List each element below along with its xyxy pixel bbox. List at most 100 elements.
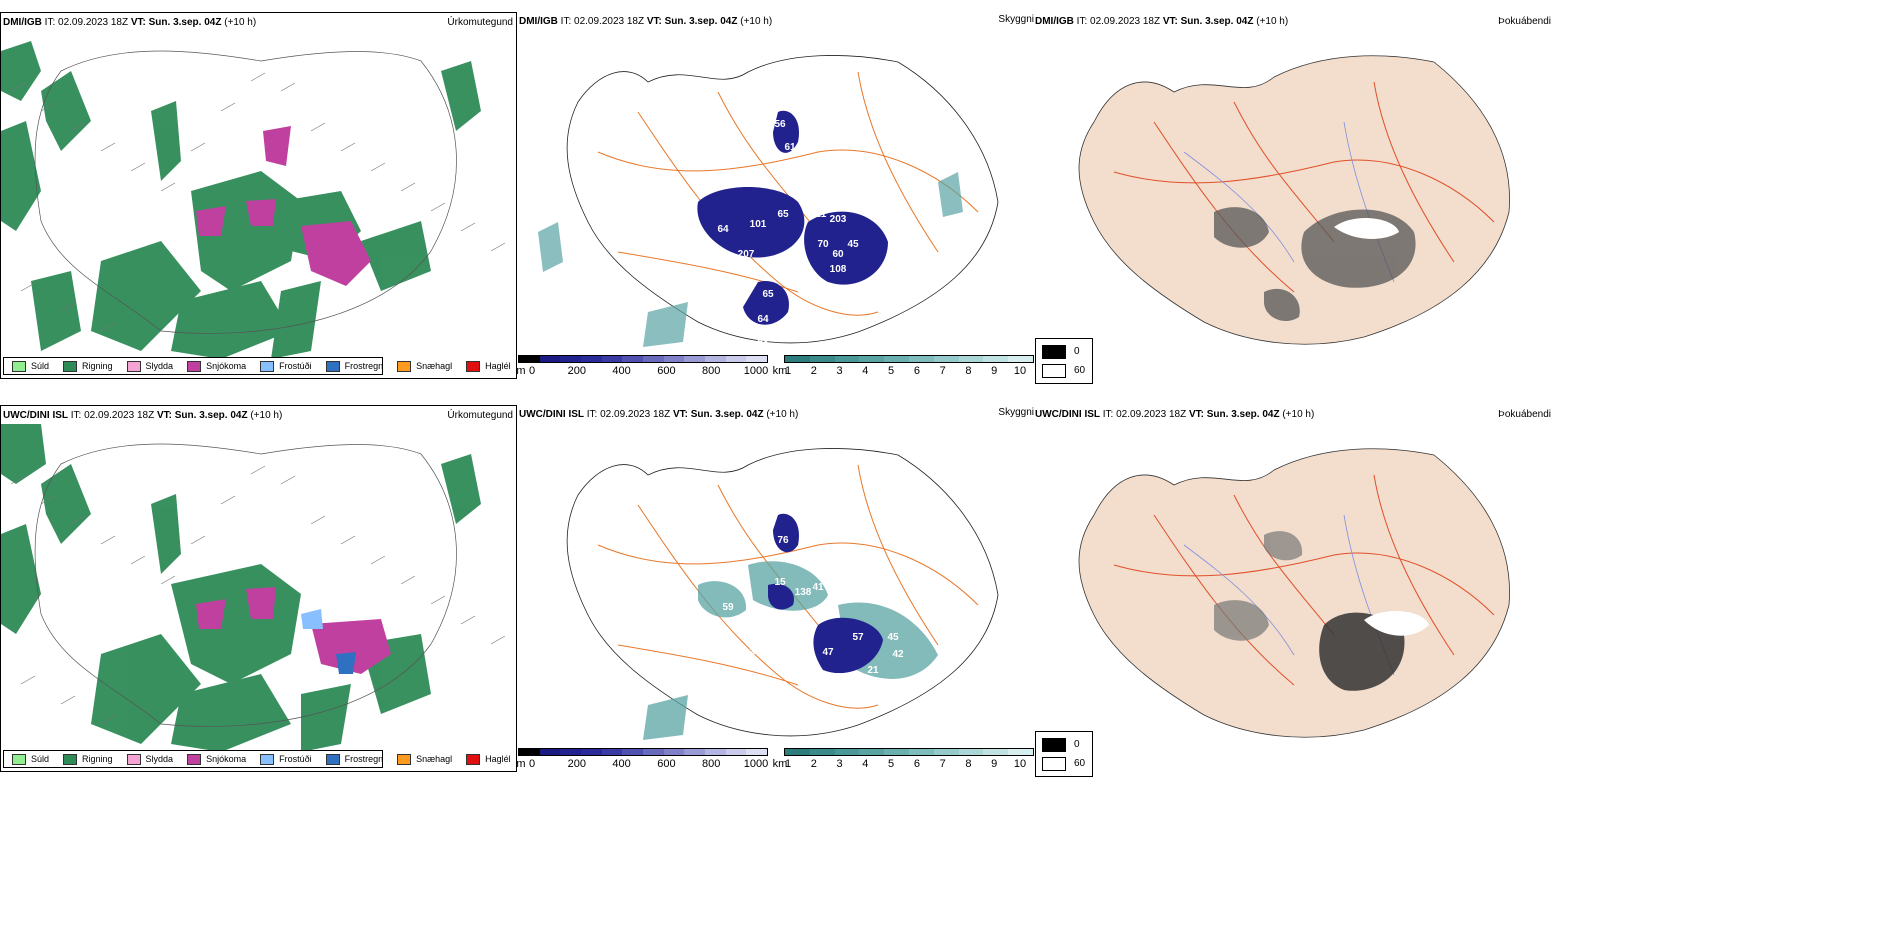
panel-header: DMI/IGB IT: 02.09.2023 18Z VT: Sun. 3.se… <box>519 16 773 27</box>
precip-legend: Súld Rigning Slydda Snjókoma Frostúði Fr… <box>3 750 511 768</box>
fog-legend-2: 0 60 <box>1035 731 1093 777</box>
colorbar-tick: 3 <box>836 365 843 377</box>
visibility-value-label: 60 <box>832 249 844 260</box>
visibility-value-label: 36 <box>757 334 769 345</box>
panel-title: Skyggni <box>998 14 1034 25</box>
colorbar-tick: 7 <box>939 365 946 377</box>
precip-map <box>1 41 506 359</box>
colorbar-tick: 6 <box>913 758 920 770</box>
visibility-value-label: 15 <box>774 577 786 588</box>
legend-item-slydda: Slydda <box>126 360 173 372</box>
visibility-value-label: 47 <box>727 617 739 628</box>
panel-header: DMI/IGB IT: 02.09.2023 18Z VT: Sun. 3.se… <box>1035 16 1289 27</box>
colorbar-tick: 1 <box>784 365 792 377</box>
precip-type-panel-2: UWC/DINI ISL IT: 02.09.2023 18Z VT: Sun.… <box>0 405 517 772</box>
legend-item-frostregn: Frostregn <box>325 360 383 372</box>
visibility-value-label: 56 <box>774 119 786 130</box>
visibility-value-label: 121 <box>810 209 827 220</box>
colorbar-tick: 9 <box>991 758 998 770</box>
precip-type-panel-1: DMI/IGB IT: 02.09.2023 18Z VT: Sun. 3.se… <box>0 12 517 379</box>
visibility-value-label: 87 <box>827 595 839 606</box>
visibility-value-label: 44 <box>770 707 782 718</box>
colorbar-m-2 <box>518 748 768 756</box>
legend-item-rigning: Rigning <box>63 360 113 372</box>
visibility-value-label: 65 <box>777 209 789 220</box>
panel-title: Þokuábendi <box>1498 409 1551 420</box>
colorbar-tick: 200 <box>567 365 586 377</box>
visibility-value-label: 45 <box>847 239 859 250</box>
visibility-value-label: 101 <box>750 219 767 230</box>
visibility-value-label: 82 <box>830 672 842 683</box>
visibility-value-label: 97 <box>922 214 934 225</box>
colorbar-tick: 4 <box>862 365 869 377</box>
visibility-value-label: 47 <box>822 647 834 658</box>
colorbar-tick: 1000 <box>743 365 769 377</box>
colorbar-m-1 <box>518 355 768 363</box>
visibility-value-label: 207 <box>738 249 755 260</box>
panel-title: Úrkomutegund <box>447 17 513 28</box>
colorbar-tick: 1000 <box>743 758 769 770</box>
colorbar-tick: 800 <box>702 758 721 770</box>
visibility-value-label: 41 <box>812 582 824 593</box>
panel-title: Skyggni <box>998 407 1034 418</box>
fog-panel-2: UWC/DINI ISL IT: 02.09.2023 18Z VT: Sun.… <box>1034 405 1554 777</box>
visibility-value-label: 59 <box>722 602 734 613</box>
legend-item-frostudi: Frostúði <box>260 753 312 765</box>
colorbar-tick: 0 <box>528 758 536 770</box>
precip-map <box>1 424 506 752</box>
visibility-value-label: 31 <box>872 284 884 295</box>
panel-header: UWC/DINI ISL IT: 02.09.2023 18Z VT: Sun.… <box>1035 409 1315 420</box>
colorbar-tick: 8 <box>965 758 972 770</box>
visibility-value-label: 21 <box>867 665 879 676</box>
legend-item-haglel: Haglél <box>466 753 511 765</box>
visibility-value-label: 64 <box>757 314 769 325</box>
colorbar-tick: 600 <box>657 365 676 377</box>
colorbar-tick: 4 <box>862 758 869 770</box>
legend-item-snjokoma: Snjókoma <box>187 360 246 372</box>
visibility-value-label: 45 <box>887 632 899 643</box>
colorbar-tick: 400 <box>612 365 631 377</box>
visibility-value-label: 57 <box>852 632 864 643</box>
colorbar-tick: 5 <box>888 365 895 377</box>
visibility-value-label: 30 <box>747 702 759 713</box>
colorbar-tick: 8 <box>965 365 972 377</box>
colorbar-tick: 600 <box>657 758 676 770</box>
colorbar-tick: 1 <box>784 758 792 770</box>
visibility-panel-1: DMI/IGB IT: 02.09.2023 18Z VT: Sun. 3.se… <box>516 14 1034 377</box>
colorbar-tick: 9 <box>991 365 998 377</box>
legend-item-frostregn: Frostregn <box>325 753 383 765</box>
colorbar-tick: 5 <box>888 758 895 770</box>
colorbar-tick: 800 <box>702 365 721 377</box>
visibility-panel-2: UWC/DINI ISL IT: 02.09.2023 18Z VT: Sun.… <box>516 407 1034 770</box>
visibility-value-label: 65 <box>762 289 774 300</box>
legend-item-slydda: Slydda <box>126 753 173 765</box>
precip-legend: Súld Rigning Slydda Snjókoma Frostúði Fr… <box>3 357 511 375</box>
visibility-value-label: 302 <box>750 647 767 658</box>
visibility-value-label: 138 <box>795 587 812 598</box>
visibility-value-label: 76 <box>777 535 789 546</box>
legend-item-snaehagl: Snæhagl <box>397 753 452 765</box>
visibility-value-label: 64 <box>717 224 729 235</box>
visibility-value-label: 108 <box>830 264 847 275</box>
fog-map <box>1078 55 1510 345</box>
legend-item-snaehagl: Snæhagl <box>397 360 452 372</box>
panel-title: Þokuábendi <box>1498 16 1551 27</box>
fog-panel-1: DMI/IGB IT: 02.09.2023 18Z VT: Sun. 3.se… <box>1034 12 1554 384</box>
colorbar-tick: 10 <box>1013 758 1027 770</box>
colorbar-tick: 0 <box>528 365 536 377</box>
panel-header: UWC/DINI ISL IT: 02.09.2023 18Z VT: Sun.… <box>519 409 799 420</box>
legend-item-frostudi: Frostúði <box>260 360 312 372</box>
colorbar-tick: 10 <box>1013 365 1027 377</box>
colorbar-tick: 2 <box>810 365 817 377</box>
visibility-value-label: 79 <box>752 677 764 688</box>
colorbar-tick: 6 <box>913 365 920 377</box>
colorbar-tick: 2 <box>810 758 817 770</box>
legend-item-sudd: Súld <box>12 753 49 765</box>
visibility-value-label: 31 <box>777 334 789 345</box>
colorbar-tick: 200 <box>567 758 586 770</box>
visibility-value-label: 61 <box>784 142 796 153</box>
